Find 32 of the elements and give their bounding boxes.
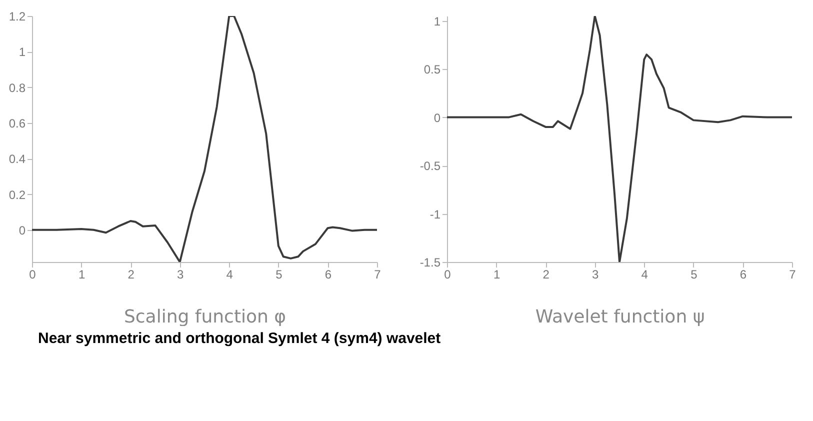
x-tick-label: 1 xyxy=(493,268,500,282)
x-tick-label: 6 xyxy=(324,268,332,282)
x-tick-label: 2 xyxy=(542,268,550,282)
y-tick-label: 0 xyxy=(434,110,441,125)
y-tick-label: 1 xyxy=(18,45,26,60)
x-tick-label: 0 xyxy=(444,268,452,282)
text: Near symmetric and orthogonal Symlet 4 (sym4) wavelet xyxy=(38,330,442,347)
y-tick-label: 1 xyxy=(434,14,441,28)
y-tick-label: 0 xyxy=(18,223,26,238)
y-tick-label: 1.2 xyxy=(8,10,26,24)
x-tick-label: 4 xyxy=(226,268,234,282)
y-tick-label: 0.6 xyxy=(8,116,26,130)
x-tick-label: 7 xyxy=(374,268,382,282)
y-tick-label: -1.5 xyxy=(420,256,441,270)
y-tick-label: 0.4 xyxy=(8,152,26,166)
y-tick-label: -1 xyxy=(430,207,441,222)
y-tick-label: 0.2 xyxy=(8,188,26,202)
x-tick-label: 5 xyxy=(276,268,283,282)
y-tick-label: 0.8 xyxy=(8,80,26,95)
x-tick-label: 5 xyxy=(690,268,698,282)
y-tick-label: -0.5 xyxy=(420,159,441,174)
x-tick-label: 2 xyxy=(128,268,135,282)
x-tick-label: 0 xyxy=(29,268,36,282)
x-tick-label: 6 xyxy=(740,268,747,282)
x-tick-label: 7 xyxy=(789,268,796,282)
x-tick-label: 3 xyxy=(592,268,600,282)
x-tick-label: 1 xyxy=(78,268,86,282)
x-axis-title: Wavelet function ψ xyxy=(535,306,705,328)
x-tick-label: 3 xyxy=(177,268,184,282)
y-tick-label: 0.5 xyxy=(424,62,441,77)
x-tick-label: 4 xyxy=(641,268,648,282)
x-axis-title: Scaling function φ xyxy=(124,306,286,328)
